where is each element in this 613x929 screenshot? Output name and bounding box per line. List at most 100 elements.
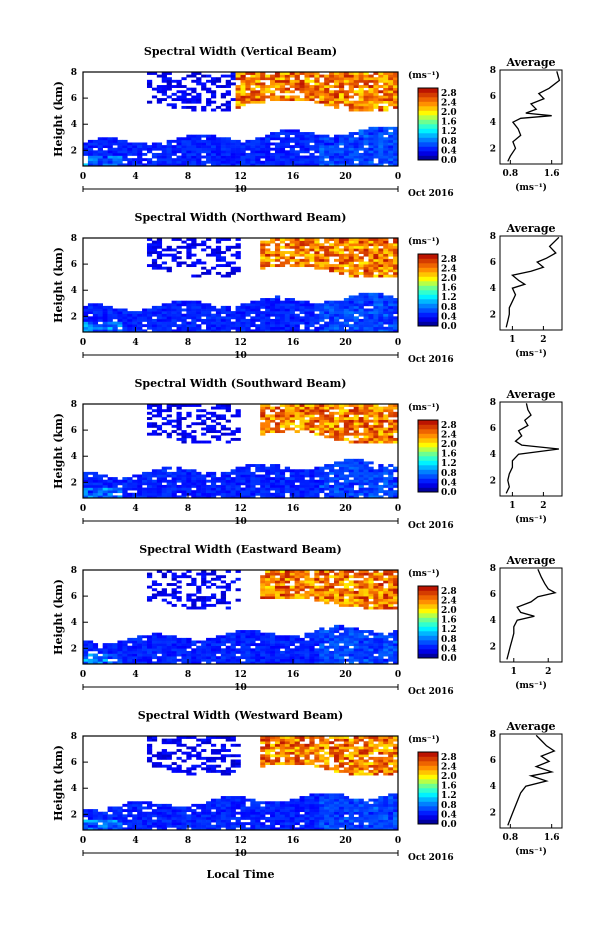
- heatmap-cell: [363, 147, 369, 151]
- heatmap-cell: [220, 329, 227, 333]
- heatmap-cell: [206, 245, 212, 249]
- heatmap-cell: [324, 103, 330, 107]
- heatmap-cell: [132, 142, 138, 146]
- heatmap-cell: [250, 100, 256, 104]
- heatmap-cell: [265, 326, 271, 330]
- heatmap-cell: [171, 79, 177, 83]
- heatmap-cell: [146, 806, 153, 810]
- heatmap-cell: [220, 575, 227, 579]
- heatmap-cell: [146, 656, 153, 660]
- heatmap-cell: [289, 321, 295, 325]
- heatmap-cell: [245, 311, 251, 315]
- heatmap-cell: [368, 90, 374, 94]
- heatmap-cell: [166, 819, 172, 823]
- heatmap-cell: [132, 147, 138, 151]
- heatmap-cell: [210, 643, 217, 647]
- heatmap-cell: [206, 139, 212, 143]
- heatmap-cell: [279, 72, 286, 75]
- heatmap-cell: [186, 163, 192, 167]
- heatmap-cell: [225, 264, 231, 268]
- heatmap-cell: [289, 258, 295, 262]
- heatmap-cell: [383, 577, 389, 581]
- heatmap-cell: [393, 251, 399, 254]
- heatmap-cell: [348, 160, 354, 164]
- heatmap-cell: [240, 321, 246, 325]
- heatmap-cell: [348, 464, 354, 467]
- heatmap-cell: [334, 72, 340, 75]
- heatmap-cell: [378, 145, 384, 149]
- heatmap-cell: [393, 266, 399, 270]
- heatmap-cell: [383, 129, 389, 133]
- heatmap-cell: [122, 492, 128, 496]
- heatmap-cell: [373, 474, 379, 478]
- heatmap-cell: [353, 245, 359, 249]
- average-x-label: (ms⁻¹): [515, 514, 547, 525]
- heatmap-cell: [388, 243, 394, 247]
- heatmap-cell: [363, 295, 369, 299]
- heatmap-cell: [348, 593, 354, 597]
- heatmap-cell: [112, 150, 118, 154]
- heatmap-cell: [201, 440, 207, 444]
- heatmap-cell: [260, 422, 266, 426]
- heatmap-cell: [97, 490, 103, 494]
- heatmap-cell: [388, 590, 394, 594]
- heatmap-cell: [151, 160, 158, 164]
- heatmap-cell: [87, 653, 94, 657]
- heatmap-cell: [122, 150, 128, 154]
- heatmap-cell: [171, 324, 177, 328]
- heatmap-cell: [393, 653, 399, 657]
- heatmap-cell: [201, 139, 207, 143]
- heatmap-cell: [304, 411, 310, 415]
- heatmap-cell: [329, 269, 335, 273]
- heatmap-cell: [270, 492, 276, 496]
- heatmap-cell: [378, 490, 384, 494]
- heatmap-cell: [176, 137, 182, 141]
- heatmap-cell: [176, 824, 182, 828]
- heatmap-cell: [166, 809, 172, 813]
- heatmap-cell: [255, 85, 261, 88]
- heatmap-cell: [260, 650, 266, 654]
- heatmap-cell: [388, 145, 394, 149]
- heatmap-cell: [166, 269, 172, 273]
- heatmap-cell: [117, 490, 123, 494]
- heatmap-cell: [240, 645, 246, 649]
- heatmap-cell: [358, 635, 364, 639]
- heatmap-cell: [260, 74, 266, 78]
- heatmap-cell: [220, 477, 227, 481]
- heatmap-cell: [270, 414, 276, 418]
- heatmap-cell: [304, 329, 310, 333]
- heatmap-cell: [255, 645, 261, 649]
- heatmap-cell: [343, 82, 350, 86]
- heatmap-cell: [112, 477, 118, 481]
- colorbar-tick-label: 0.4: [441, 312, 457, 322]
- heatmap-cell: [142, 329, 148, 333]
- heatmap-cell: [348, 627, 354, 631]
- heatmap-cell: [373, 298, 379, 301]
- heatmap-cell: [215, 598, 222, 602]
- heatmap-cell: [334, 321, 340, 325]
- heatmap-cell: [329, 329, 335, 333]
- heatmap-cell: [353, 85, 359, 88]
- heatmap-cell: [393, 82, 399, 86]
- heatmap-cell: [348, 245, 354, 249]
- heatmap-cell: [294, 471, 300, 475]
- heatmap-cell: [92, 822, 99, 826]
- heatmap-cell: [201, 658, 207, 662]
- heatmap-cell: [142, 142, 148, 146]
- heatmap-cell: [260, 637, 266, 641]
- heatmap-cell: [338, 87, 345, 91]
- heatmap-cell: [338, 437, 345, 441]
- heatmap-cell: [186, 158, 192, 162]
- heatmap-cell: [112, 137, 118, 141]
- heatmap-cell: [181, 432, 187, 436]
- heatmap-cell: [122, 316, 128, 320]
- heatmap-cell: [186, 150, 192, 154]
- heatmap-cell: [393, 326, 399, 330]
- heatmap-cell: [270, 580, 276, 584]
- heatmap-cell: [220, 487, 227, 491]
- heatmap-cell: [146, 814, 153, 818]
- heatmap-cell: [156, 324, 163, 328]
- heatmap-cell: [338, 658, 345, 662]
- heatmap-cell: [107, 326, 113, 330]
- heatmap-cell: [388, 100, 394, 104]
